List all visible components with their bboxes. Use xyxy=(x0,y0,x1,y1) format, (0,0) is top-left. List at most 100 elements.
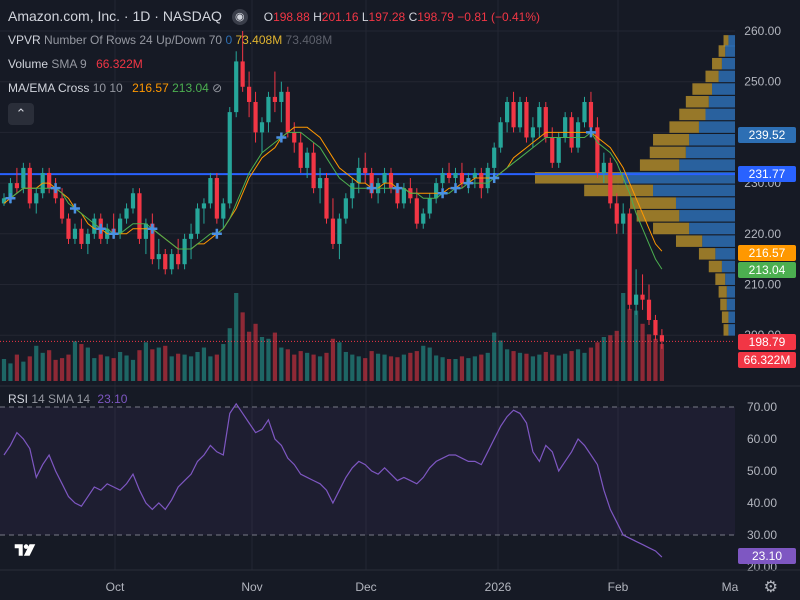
rsi-tick-label: 30.00 xyxy=(747,528,777,542)
volume-bar xyxy=(563,353,568,381)
vp-down-bar xyxy=(708,260,722,273)
candlesticks[interactable] xyxy=(1,31,664,349)
volume-bar xyxy=(601,337,606,381)
chevron-up-icon[interactable]: ⌃ xyxy=(8,103,34,125)
vp-up-bar xyxy=(689,134,735,146)
volume-bar xyxy=(634,310,639,381)
candle-body xyxy=(130,193,136,209)
rsi-params: 14 SMA 14 xyxy=(31,392,91,406)
vp-up-bar xyxy=(726,298,735,311)
vpvr-legend[interactable]: VPVR Number Of Rows 24 Up/Down 70 0 73.4… xyxy=(8,32,332,48)
candle-body xyxy=(563,117,568,138)
volume-bar xyxy=(595,342,600,381)
candle-body xyxy=(524,101,529,138)
candle-body xyxy=(401,188,406,204)
candle-body xyxy=(240,61,245,87)
volume-bar xyxy=(234,293,239,381)
volume-bar xyxy=(130,359,136,381)
volume-bar xyxy=(550,354,555,381)
candle-body xyxy=(363,167,368,173)
volume-bar xyxy=(188,356,194,381)
cross-marker xyxy=(69,203,80,214)
vp-up-bar xyxy=(623,172,735,184)
volume-bar xyxy=(614,330,619,381)
vp-down-bar xyxy=(630,197,676,209)
candle-body xyxy=(317,178,323,189)
candle-body xyxy=(550,137,555,163)
cross-marker xyxy=(450,183,461,194)
vp-up-bar xyxy=(725,45,735,57)
poc-price-tag: 231.77 xyxy=(738,166,796,182)
rsi-line xyxy=(3,402,663,558)
candle-body xyxy=(79,228,84,244)
vp-down-bar xyxy=(718,286,727,298)
volume-bar xyxy=(324,352,329,381)
ma-legend[interactable]: MA/EMA Cross 10 10 216.57 213.04 ⊘ xyxy=(8,80,222,96)
candle-body xyxy=(214,178,219,219)
volume-bar xyxy=(511,351,516,381)
volume-bar xyxy=(453,359,458,381)
candle-body xyxy=(543,107,548,138)
volume-bar xyxy=(259,337,265,381)
time-axis[interactable]: Oct Nov Dec 2026 Feb Ma xyxy=(0,569,800,594)
volume-bar xyxy=(247,331,252,381)
candle-body xyxy=(259,122,265,133)
candle-body xyxy=(266,96,271,123)
cross-marker xyxy=(437,188,448,199)
close-value: 198.79 xyxy=(417,10,454,24)
cross-marker xyxy=(95,223,106,234)
volume-bar xyxy=(79,344,84,381)
volume-bar xyxy=(176,353,181,381)
cross-marker xyxy=(276,132,287,143)
volume-bar xyxy=(53,359,58,381)
volume-bar xyxy=(492,332,497,381)
symbol-title[interactable]: Amazon.com, Inc. · 1D · NASDAQ xyxy=(8,8,222,24)
vp-down-bar xyxy=(669,121,699,133)
volume-bar xyxy=(182,354,187,381)
time-tick-label: Feb xyxy=(608,580,629,594)
volume-bar xyxy=(201,347,207,381)
symbol-legend[interactable]: Amazon.com, Inc. · 1D · NASDAQ ◉ O198.88… xyxy=(8,8,540,26)
volume-legend[interactable]: Volume SMA 9 66.322M xyxy=(8,56,143,72)
eye-icon[interactable]: ◉ xyxy=(231,9,248,26)
rsi-legend[interactable]: RSI 14 SMA 14 23.10 xyxy=(8,391,127,407)
cross-marker xyxy=(211,228,222,239)
vp-up-bar xyxy=(685,146,735,159)
candle-body xyxy=(27,167,32,204)
vp-down-bar xyxy=(584,184,654,197)
price-tick-label: 250.00 xyxy=(744,75,781,89)
open-value: 198.88 xyxy=(273,10,310,24)
volume-bar xyxy=(285,349,290,381)
volume-bar xyxy=(266,338,271,381)
time-tick-label: Nov xyxy=(241,580,262,594)
tradingview-logo-icon[interactable] xyxy=(12,542,38,558)
vpvr-value-0: 0 xyxy=(225,33,233,47)
candle-body xyxy=(388,172,394,189)
volume-profile xyxy=(535,35,735,336)
cross-markers xyxy=(5,127,596,239)
volume-bar xyxy=(517,352,523,381)
candle-body xyxy=(330,218,336,244)
hidden-icon[interactable]: ⊘ xyxy=(212,81,223,95)
vp-down-bar xyxy=(535,172,624,184)
candle-body xyxy=(653,319,658,336)
candle-body xyxy=(459,172,465,184)
volume-bar xyxy=(350,354,355,381)
ema-value: 213.04 xyxy=(172,81,209,95)
vp-up-bar xyxy=(653,184,735,197)
volume-bar xyxy=(646,334,652,381)
gear-icon[interactable]: ⚙ xyxy=(763,579,778,596)
volume-params: SMA 9 xyxy=(51,57,87,71)
volume-bar xyxy=(556,355,561,381)
candle-body xyxy=(356,167,361,184)
candle-body xyxy=(59,198,65,219)
candle-body xyxy=(176,254,181,265)
vp-up-bar xyxy=(708,95,735,108)
vp-down-bar xyxy=(653,222,690,235)
vp-up-bar xyxy=(728,311,735,323)
rsi-pane[interactable] xyxy=(0,385,800,558)
price-tick-label: 260.00 xyxy=(744,24,781,38)
vp-down-bar xyxy=(705,70,719,83)
vpvr-value-2: 73.408M xyxy=(285,33,333,47)
